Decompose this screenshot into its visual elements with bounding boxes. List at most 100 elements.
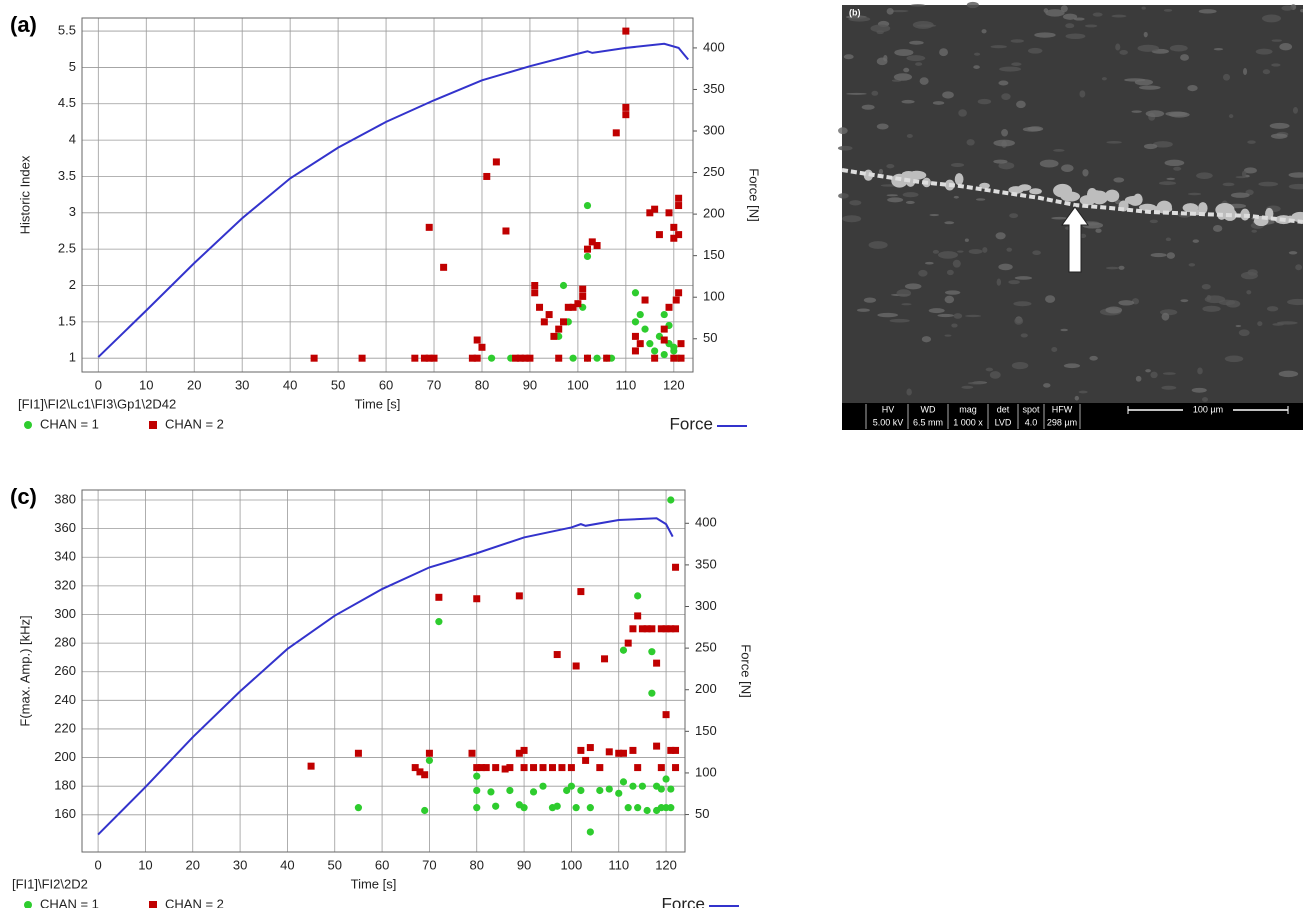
sem-speck (1269, 122, 1290, 129)
sem-speck (905, 200, 915, 205)
y-tick-label: 260 (54, 663, 76, 678)
sem-speck (1251, 229, 1257, 233)
point (670, 354, 678, 362)
sem-speck (871, 90, 879, 96)
point (520, 746, 528, 754)
point (572, 662, 580, 670)
point (473, 354, 481, 362)
point (593, 354, 601, 362)
sem-speck (968, 249, 983, 254)
point (660, 310, 668, 319)
point (539, 764, 547, 772)
point (310, 354, 318, 362)
info-value: 6.5 mm (913, 417, 943, 427)
sem-speck (1135, 375, 1142, 382)
force-line (97, 517, 674, 836)
sem-speck (901, 99, 915, 104)
point (648, 689, 656, 697)
x-tick-label: 10 (138, 857, 152, 872)
sem-speck (838, 193, 849, 199)
point (634, 612, 642, 620)
y-tick-label: 360 (54, 520, 76, 535)
point (631, 347, 639, 355)
sem-speck (1173, 166, 1182, 171)
sem-speck (1180, 54, 1189, 61)
sem-speck (1206, 294, 1212, 301)
sem-speck (1240, 271, 1258, 280)
x-tick-label: 80 (470, 857, 484, 872)
point (558, 764, 566, 772)
sem-speck (1201, 397, 1209, 402)
sem-crack-debris (1091, 190, 1108, 205)
y2-tick-label: 400 (695, 515, 717, 530)
sem-speck (1188, 263, 1196, 267)
sem-speck (876, 123, 889, 130)
sem-panel: (b) HV 5.00 kV WD 6.5 mm mag 1 000 x det LVD spo… (837, 1, 1303, 430)
sem-speck (921, 336, 932, 343)
legend-marker (149, 901, 157, 908)
y2-tick-label: 300 (703, 122, 725, 137)
x-tick-label: 80 (475, 377, 489, 392)
point (675, 194, 683, 202)
sem-speck (998, 162, 1015, 170)
sem-speck (1288, 183, 1303, 190)
source-label: [FI1]\FI2\Lc1\FI3\Gp1\2D42 (18, 396, 176, 411)
y-tick-label: 280 (54, 635, 76, 650)
sem-speck (903, 67, 910, 73)
point (579, 292, 587, 300)
point (526, 354, 534, 362)
sem-speck (1196, 172, 1213, 179)
sem-speck (1039, 159, 1059, 168)
sem-speck (958, 109, 967, 117)
x-tick-label: 40 (280, 857, 294, 872)
sem-speck (1222, 182, 1235, 187)
point (624, 639, 632, 647)
sem-speck (1065, 23, 1075, 29)
point (672, 296, 680, 304)
sem-speck (966, 139, 975, 146)
sem-speck (1187, 84, 1198, 92)
point (425, 756, 434, 765)
point (670, 223, 678, 231)
point (629, 625, 637, 633)
point (660, 336, 668, 344)
info-value: 5.00 kV (873, 417, 904, 427)
info-header: HV (882, 404, 895, 414)
sem-speck (1257, 321, 1263, 327)
legend-label: CHAN = 2 (165, 896, 224, 908)
sem-speck (868, 241, 888, 249)
sem-speck (1288, 172, 1303, 178)
sem-speck (902, 192, 919, 198)
sem-speck (1198, 9, 1217, 14)
sem-speck (1113, 177, 1125, 183)
point (473, 772, 481, 780)
sem-crack-debris (863, 169, 874, 181)
x-tick-label: 30 (235, 377, 249, 392)
point (536, 303, 544, 311)
sem-speck (894, 49, 914, 56)
y-tick-label: 2 (69, 277, 76, 292)
point (420, 354, 428, 362)
sem-crack-debris (1198, 202, 1208, 215)
point (553, 802, 561, 810)
y2-tick-label: 150 (703, 247, 725, 262)
point (638, 625, 646, 633)
point (411, 354, 419, 362)
point (425, 354, 433, 362)
x-tick-label: 110 (608, 857, 629, 872)
sem-speck (1281, 5, 1293, 11)
point (655, 231, 663, 239)
point (582, 756, 590, 764)
point (603, 354, 611, 362)
sem-crack-debris (1104, 189, 1120, 203)
point (596, 786, 604, 795)
legend-label: CHAN = 1 (40, 416, 99, 431)
point (662, 625, 670, 633)
sem-speck (932, 249, 939, 254)
point (520, 804, 528, 812)
point (567, 764, 575, 772)
point (468, 354, 476, 362)
sem-speck (1163, 372, 1176, 375)
point (634, 804, 642, 812)
sem-speck (1001, 128, 1009, 137)
